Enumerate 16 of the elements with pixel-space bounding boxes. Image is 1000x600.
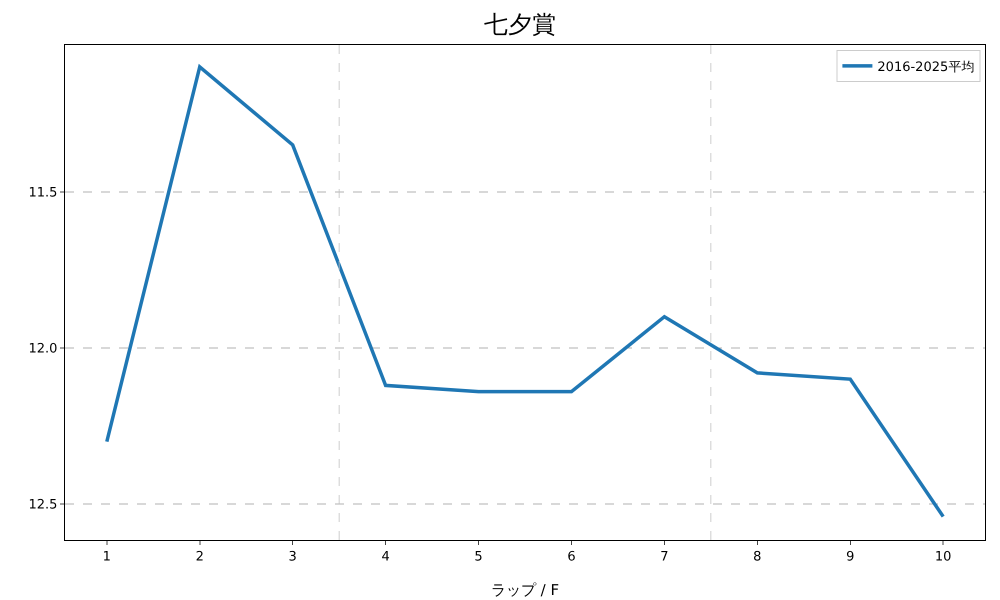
x-tick-label: 9 [846, 550, 854, 565]
y-tick-label: 12.5 [28, 498, 58, 513]
y-tick-label: 12.0 [28, 341, 58, 356]
x-tick-label: 6 [567, 550, 576, 565]
x-axis-title: ラップ / F [490, 581, 560, 599]
x-tick-label: 10 [934, 550, 952, 565]
x-tick-label: 8 [753, 550, 762, 565]
y-tick-label: 11.5 [28, 185, 58, 200]
chart-title: 七夕賞 [484, 10, 556, 38]
legend-label: 2016-2025平均 [877, 60, 974, 75]
x-tick-label: 7 [660, 550, 669, 565]
x-tick-label: 5 [474, 550, 483, 565]
x-tick-label: 2 [196, 550, 204, 565]
x-tick-label: 4 [381, 550, 390, 565]
x-tick-label: 1 [102, 550, 111, 565]
x-tick-label: 3 [288, 550, 297, 565]
